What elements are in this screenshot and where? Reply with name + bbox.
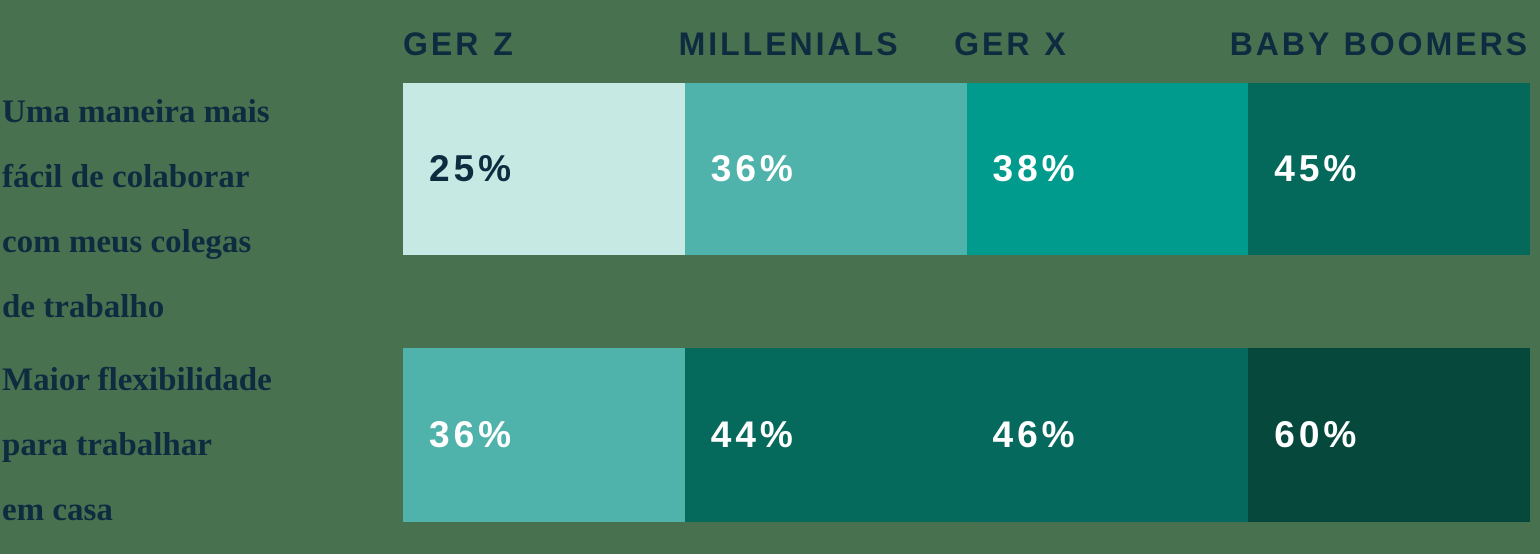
heatmap-cell: 44% xyxy=(684,348,967,522)
cell-value: 44% xyxy=(710,414,797,455)
bar-row-collaboration: 25% 36% 38% 45% xyxy=(403,83,1530,255)
heatmap-cell: 25% xyxy=(403,83,685,255)
heatmap-cell: 46% xyxy=(966,348,1249,522)
column-header-ger-z: GER Z xyxy=(403,26,516,62)
cell-value: 46% xyxy=(992,414,1079,455)
cell-value: 60% xyxy=(1274,414,1361,455)
heatmap-cell: 45% xyxy=(1248,83,1530,255)
row-label-collaboration: Uma maneira mais fácil de colaborar com … xyxy=(2,94,270,325)
column-header-ger-x: GER X xyxy=(954,26,1069,62)
bar-row-flexibility: 36% 44% 46% 60% xyxy=(403,348,1530,522)
heatmap-cell: 38% xyxy=(966,83,1249,255)
cell-value: 45% xyxy=(1274,148,1361,189)
heatmap-cell: 60% xyxy=(1248,348,1530,522)
column-header-baby-boomers: BABY BOOMERS xyxy=(1229,26,1531,62)
cell-value: 38% xyxy=(992,148,1079,189)
column-headers: GER Z MILLENIALS GER X BABY BOOMERS xyxy=(403,24,1530,66)
row-label-flexibility: Maior flexibilidade para trabalhar em ca… xyxy=(2,362,272,528)
heatmap-cell: 36% xyxy=(684,83,967,255)
cell-value: 36% xyxy=(429,414,516,455)
cell-value: 25% xyxy=(429,148,516,189)
heatmap-cell: 36% xyxy=(403,348,685,522)
cell-value: 36% xyxy=(710,148,797,189)
column-header-millenials: MILLENIALS xyxy=(678,26,901,62)
